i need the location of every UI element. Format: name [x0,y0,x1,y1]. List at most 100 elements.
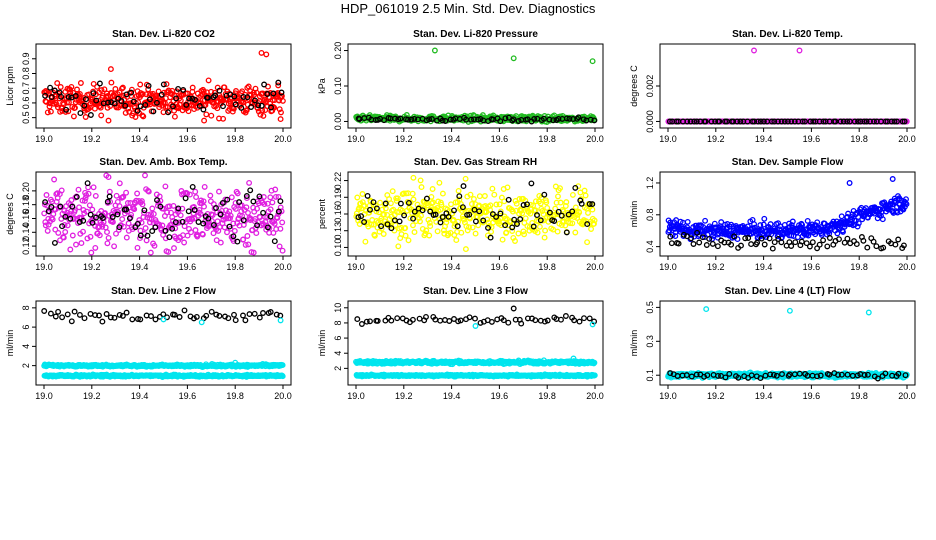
data-point [279,247,286,254]
data-point [270,90,277,97]
data-point [142,225,149,232]
outlier-point [105,117,112,124]
data-point [536,223,543,230]
data-point [105,234,112,241]
data-point [193,194,200,201]
data-point [244,233,251,239]
x-tick-label: 19.6 [803,134,821,144]
data-point [380,231,387,237]
series-sparse [354,313,598,327]
data-point [106,188,113,195]
data-point [267,89,274,96]
data-point [68,318,75,325]
data-point [844,118,851,125]
x-tick-label: 19.4 [131,391,149,401]
data-point [690,241,697,247]
y-axis-label: ml/min [317,330,327,357]
x-tick-label: 19.2 [707,134,725,144]
data-point [83,208,90,215]
data-point [105,99,112,106]
x-tick-label: 19.0 [659,262,677,272]
data-point [263,98,270,105]
x-tick-label: 19.2 [83,391,101,401]
x-tick-label: 19.8 [850,134,868,144]
data-point [180,86,187,93]
data-point [145,188,152,195]
data-point [734,118,741,125]
data-point [544,204,551,211]
data-point [253,230,260,237]
data-point [254,105,261,112]
data-point [147,249,154,256]
data-point [261,81,268,88]
data-point [75,186,82,193]
data-point [143,237,150,244]
data-point [47,84,54,91]
data-point [809,239,816,246]
data-point [160,81,167,88]
data-point [214,105,221,112]
y-tick-label: 0.10 [333,239,343,257]
data-point [566,115,573,122]
data-point [111,243,118,250]
data-point [103,311,110,317]
data-point [243,107,250,114]
data-point [844,235,851,242]
data-point [122,102,129,109]
data-point [80,228,86,235]
data-point [131,206,138,213]
y-axis-label: kPa [317,78,327,94]
series-dense [41,360,286,381]
data-point [840,118,847,125]
data-point [151,242,158,249]
series-dense [353,357,598,380]
data-point [128,211,135,218]
data-point [42,92,49,99]
data-point [256,314,263,321]
data-point [470,196,477,202]
data-point [768,118,775,125]
data-point [64,222,71,229]
data-point [387,200,394,207]
data-point [150,211,157,217]
outlier-point [889,176,896,182]
data-point [255,102,262,109]
data-point [442,118,449,124]
data-point [107,198,114,205]
data-point [181,307,188,314]
data-point [142,102,149,108]
panel-title: Stan. Dev. Sample Flow [732,157,844,168]
x-tick-label: 20.0 [898,262,916,272]
x-tick-label: 20.0 [586,391,604,401]
y-tick-label: 8 [333,320,343,325]
data-point [192,188,199,195]
data-point [757,118,764,125]
x-tick-label: 19.4 [443,262,461,272]
data-point [820,118,827,125]
data-point [775,118,781,125]
data-point [82,195,89,201]
data-point [128,86,135,93]
data-point [696,239,703,246]
x-tick-label: 20.0 [898,391,916,401]
data-point [377,199,384,206]
data-point [176,314,183,320]
data-point [472,315,478,322]
y-tick-label: 1.2 [645,177,655,190]
data-point [239,88,246,95]
data-point [65,99,72,106]
data-point [134,107,141,114]
data-point [824,243,831,250]
data-point [760,118,767,125]
data-point [354,194,361,201]
data-point [409,190,416,197]
data-point [134,244,141,251]
data-point [251,97,258,104]
data-point [208,88,215,95]
data-point [558,316,564,323]
data-point [158,91,165,98]
data-point [481,193,488,199]
data-point [150,108,157,115]
data-point [489,185,496,192]
